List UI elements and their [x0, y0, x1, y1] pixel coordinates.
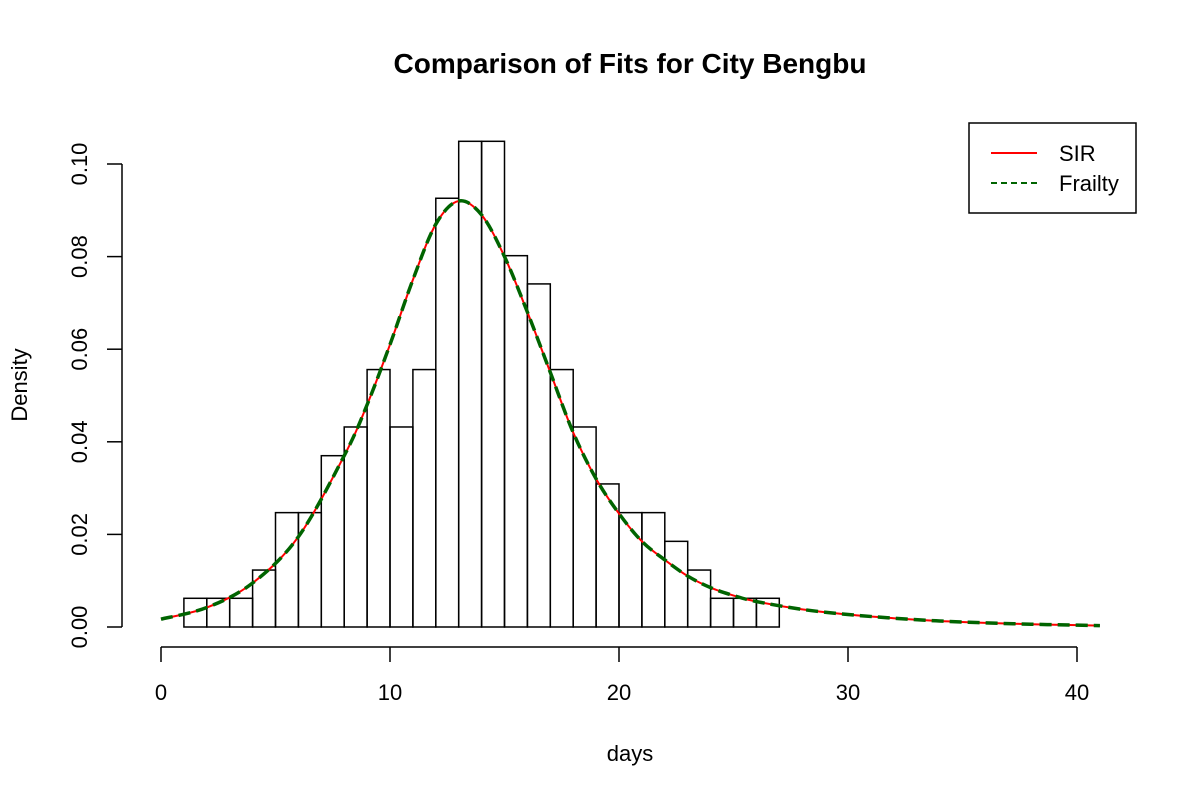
x-tick-label: 0	[155, 680, 167, 705]
y-tick-label: 0.00	[67, 606, 92, 649]
histogram-bar-4	[228, 597, 254, 628]
histogram-bar-25	[709, 597, 735, 628]
histogram-bar-15	[480, 140, 506, 628]
sir-fit-line	[160, 199, 1100, 627]
histogram-bar-11	[389, 426, 414, 628]
x-tick-label: 30	[836, 680, 860, 705]
y-tick-label: 0.06	[67, 328, 92, 371]
histogram-bar-13	[435, 197, 460, 628]
y-tick-label: 0.02	[67, 513, 92, 556]
x-tick-label: 10	[378, 680, 402, 705]
y-axis: 0.00 0.02 0.04 0.06 0.08 0.10	[67, 143, 123, 649]
histogram-bar-9	[343, 426, 368, 628]
histogram-bar-8	[320, 454, 345, 628]
histogram-bar-17	[526, 283, 552, 628]
frailty-fit-line	[160, 199, 1100, 628]
histogram-bar-5	[251, 569, 277, 628]
y-axis-label: Density	[7, 348, 32, 421]
histogram-bar-6	[274, 511, 300, 628]
histogram-bar-22	[641, 511, 666, 628]
legend: SIR Frailty	[968, 122, 1137, 214]
histogram-bar-12	[412, 368, 437, 628]
y-tick-label: 0.08	[67, 235, 92, 278]
x-axis-label: days	[607, 741, 653, 766]
histogram-bar-27	[755, 597, 781, 628]
x-tick-label: 40	[1065, 680, 1089, 705]
legend-box	[968, 122, 1137, 214]
histogram-bars	[183, 140, 781, 628]
x-tick-label: 20	[607, 680, 631, 705]
chart-title: Comparison of Fits for City Bengbu	[394, 48, 867, 79]
y-tick-label: 0.04	[67, 420, 92, 463]
histogram-bar-16	[503, 254, 529, 628]
histogram-bar-10	[366, 368, 391, 628]
histogram-bar-23	[664, 540, 689, 628]
legend-label-frailty: Frailty	[1059, 171, 1119, 196]
y-tick-label: 0.10	[67, 143, 92, 186]
fit-curves	[160, 199, 1100, 628]
histogram-bar-14	[457, 140, 483, 628]
x-axis: 0 10 20 30 40	[155, 646, 1089, 705]
legend-label-sir: SIR	[1059, 141, 1096, 166]
histogram-bar-20	[595, 483, 620, 628]
